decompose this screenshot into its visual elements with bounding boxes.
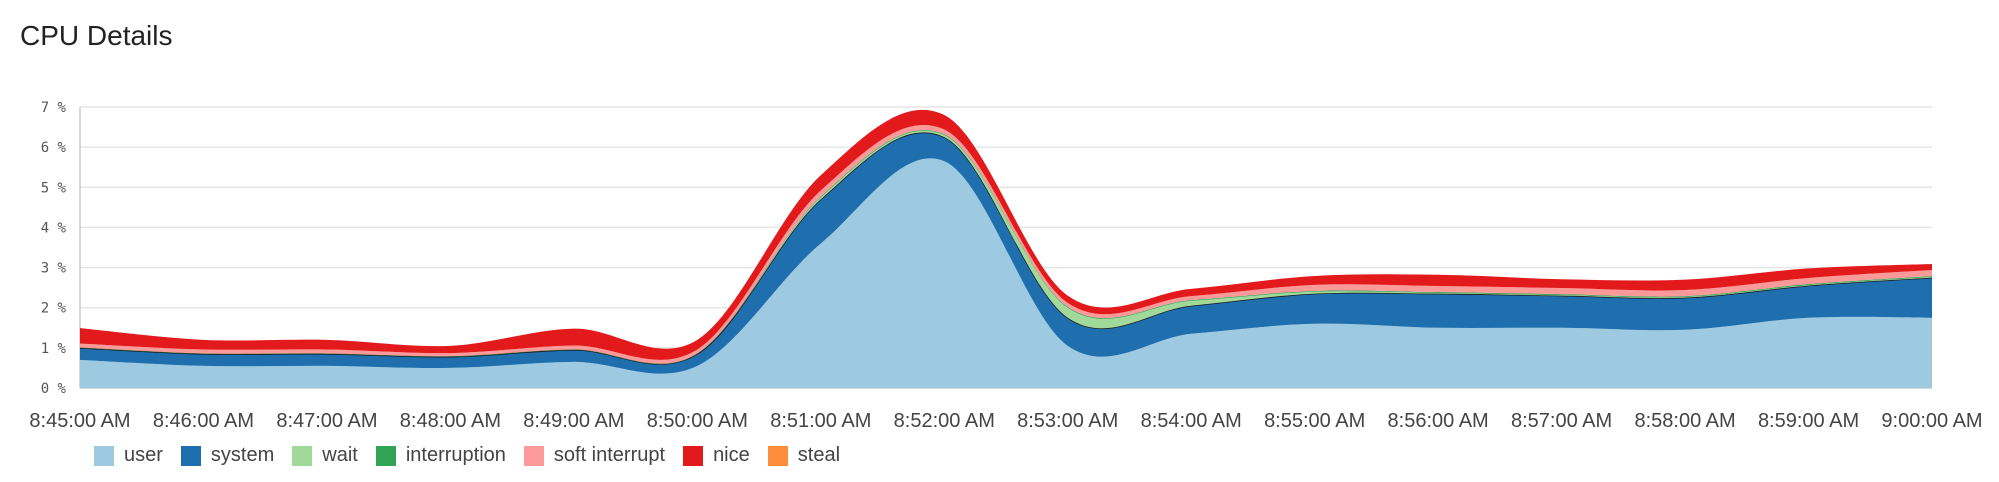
x-tick-label: 8:50:00 AM [647, 410, 748, 432]
x-axis-labels: 8:45:00 AM 8:46:00 AM 8:47:00 AM 8:48:00 AM… [29, 410, 1982, 432]
y-tick-label: 3 % [41, 261, 67, 277]
x-tick-label: 8:52:00 AM [894, 410, 995, 432]
area-series [79, 109, 1933, 388]
legend-item-steal[interactable]: steal [767, 444, 841, 467]
legend-label: wait [322, 444, 358, 466]
x-tick-label: 8:56:00 AM [1388, 410, 1489, 432]
y-tick-label: 7 % [41, 100, 67, 116]
x-tick-label: 8:54:00 AM [1141, 410, 1242, 432]
y-tick-label: 6 % [41, 140, 67, 156]
legend-swatch [180, 445, 201, 466]
legend-label: interruption [405, 444, 506, 466]
chart-title: CPU Details [20, 20, 173, 51]
legend-label: system [210, 444, 275, 466]
legend: user system wait interruption soft interrupt… [94, 444, 858, 467]
legend-item-interruption[interactable]: interruption [375, 444, 506, 467]
x-tick-label: 8:59:00 AM [1758, 410, 1859, 432]
y-tick-label: 4 % [41, 220, 67, 236]
x-tick-label: 8:46:00 AM [153, 410, 254, 432]
legend-label: nice [713, 444, 750, 466]
legend-label: user [124, 444, 163, 466]
legend-swatch [523, 445, 544, 466]
legend-item-soft-interrupt[interactable]: soft interrupt [523, 444, 666, 467]
legend-label: steal [797, 444, 841, 466]
x-tick-label: 8:55:00 AM [1264, 410, 1365, 432]
y-tick-label: 0 % [41, 381, 67, 397]
x-tick-label: 9:00:00 AM [1881, 410, 1982, 432]
legend-item-system[interactable]: system [180, 444, 275, 467]
legend-swatch [767, 445, 788, 466]
y-tick-label: 1 % [41, 341, 67, 357]
area-system[interactable] [80, 132, 1932, 374]
x-tick-label: 8:57:00 AM [1511, 410, 1612, 432]
x-tick-label: 8:49:00 AM [523, 410, 624, 432]
x-tick-label: 8:48:00 AM [400, 410, 501, 432]
legend-swatch [375, 445, 396, 466]
x-tick-label: 8:53:00 AM [1017, 410, 1118, 432]
x-tick-label: 8:51:00 AM [770, 410, 871, 432]
legend-item-nice[interactable]: nice [683, 444, 750, 467]
y-tick-label: 2 % [41, 301, 67, 317]
x-tick-label: 8:45:00 AM [29, 410, 130, 432]
y-tick-label: 5 % [41, 180, 67, 196]
legend-item-wait[interactable]: wait [292, 444, 358, 467]
legend-label: soft interrupt [553, 444, 666, 466]
x-tick-label: 8:58:00 AM [1634, 410, 1735, 432]
legend-swatch [683, 445, 704, 466]
legend-swatch [94, 445, 114, 466]
x-tick-label: 8:47:00 AM [276, 410, 377, 432]
area-user[interactable] [80, 158, 1932, 388]
y-axis-labels: 0 % 1 % 2 % 3 % 4 % 5 % 6 % 7 % [41, 100, 67, 397]
legend-swatch [292, 445, 313, 466]
legend-item-user[interactable]: user [94, 444, 163, 467]
